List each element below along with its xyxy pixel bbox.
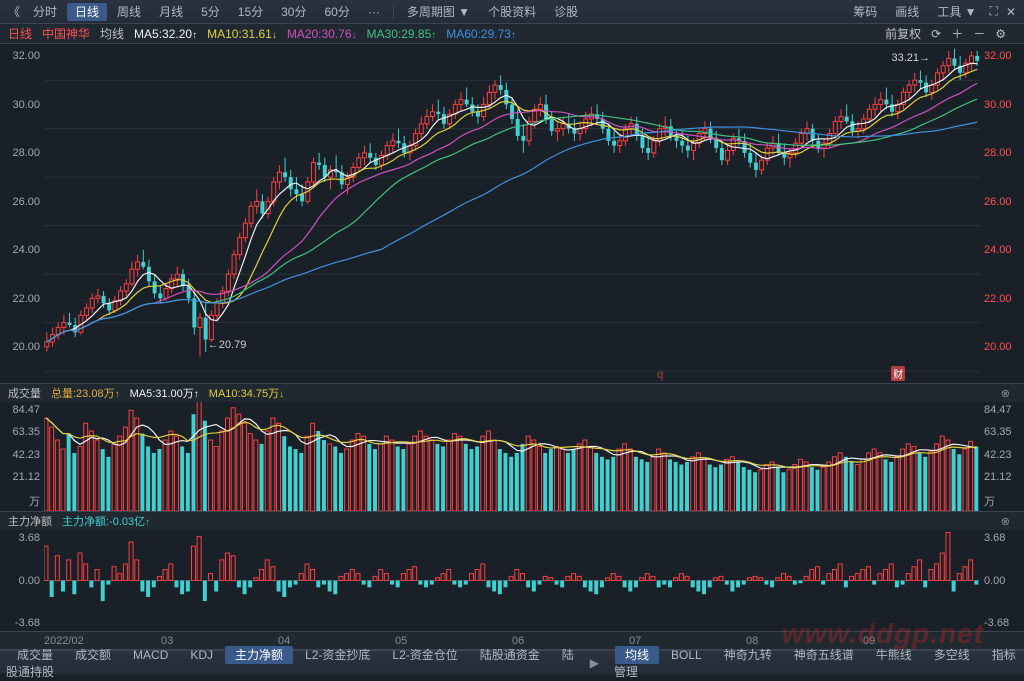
- overlay-tab-BOLL[interactable]: BOLL: [661, 646, 712, 664]
- fullscreen-icon[interactable]: ⛶: [986, 2, 1002, 21]
- cap-axis-right: 3.680.00-3.68: [980, 530, 1024, 631]
- toolbar-诊股[interactable]: 诊股: [546, 3, 586, 21]
- close-icon[interactable]: ✕: [1002, 3, 1020, 21]
- volume-panel: 成交量 总量:23.08万 MA5:31.00万 MA10:34.75万 ⊗ 8…: [0, 384, 1024, 512]
- ma20-value: MA20:30.76: [287, 27, 357, 41]
- indicator-tab-MACD[interactable]: MACD: [123, 646, 178, 664]
- cap-value: 主力净额:-0.03亿: [62, 513, 150, 529]
- vol-ma5: MA5:31.00万: [130, 385, 199, 401]
- ma10-value: MA10:31.61: [207, 27, 277, 41]
- y-axis-left: 32.0030.0028.0026.0024.0022.0020.00: [0, 44, 44, 371]
- capital-chart[interactable]: [44, 530, 980, 631]
- indicator-tab-陆股通资金[interactable]: 陆股通资金: [470, 646, 550, 664]
- cap-label: 主力净额: [8, 513, 52, 529]
- toolbar-筹码[interactable]: 筹码: [845, 3, 885, 21]
- top-toolbar: 《 分时日线周线月线5分15分30分60分··· 多周期图 ▼个股资料诊股 筹码…: [0, 0, 1024, 24]
- vol-label: 成交量: [8, 385, 41, 401]
- vol-ma10: MA10:34.75万: [209, 385, 284, 401]
- period-···[interactable]: ···: [360, 3, 388, 21]
- zoom-out-icon[interactable]: －: [973, 25, 985, 42]
- period-5分[interactable]: 5分: [193, 3, 228, 21]
- tabs-scroll-right-icon[interactable]: ▶: [586, 656, 603, 670]
- toolbar-个股资料[interactable]: 个股资料: [480, 3, 544, 21]
- candlestick-chart[interactable]: 33.21→ ←20.79 q 财: [44, 44, 980, 383]
- vol-axis-right: 84.4763.3542.2321.12万: [980, 402, 1024, 511]
- overlay-tab-神奇九转[interactable]: 神奇九转: [714, 646, 782, 664]
- overlay-tab-牛熊线[interactable]: 牛熊线: [866, 646, 922, 664]
- indicator-tabs: 成交量成交额MACDKDJ主力净额L2-资金抄底L2-资金仓位陆股通资金陆股通持…: [0, 650, 1024, 674]
- overlay-tab-均线[interactable]: 均线: [615, 646, 659, 664]
- capital-panel: 主力净额 主力净额:-0.03亿 ⊗ 3.680.00-3.68 3.680.0…: [0, 512, 1024, 632]
- toolbar-工具 ▼[interactable]: 工具 ▼: [929, 3, 984, 21]
- indicator-tab-成交量[interactable]: 成交量: [7, 646, 63, 664]
- vol-axis-left: 84.4763.3542.2321.12万: [0, 402, 44, 511]
- ma60-value: MA60:29.73: [446, 27, 516, 41]
- q-marker: q: [657, 369, 663, 381]
- toolbar-画线[interactable]: 画线: [887, 3, 927, 21]
- capital-info-bar: 主力净额 主力净额:-0.03亿 ⊗: [0, 512, 1024, 530]
- indicator-tab-L2-资金仓位[interactable]: L2-资金仓位: [382, 646, 467, 664]
- indicator-tab-KDJ[interactable]: KDJ: [180, 646, 223, 664]
- cap-close-icon[interactable]: ⊗: [1001, 515, 1010, 528]
- indicator-tab-L2-资金抄底[interactable]: L2-资金抄底: [295, 646, 380, 664]
- vol-total: 总量:23.08万: [51, 385, 120, 401]
- period-周线[interactable]: 周线: [109, 3, 149, 21]
- period-30分[interactable]: 30分: [273, 3, 314, 21]
- adjust-label[interactable]: 前复权: [885, 25, 921, 42]
- period-月线[interactable]: 月线: [151, 3, 191, 21]
- y-axis-right: 32.0030.0028.0026.0024.0022.0020.00: [980, 44, 1024, 371]
- stock-info-bar: 日线 中国神华 均线 MA5:32.20 MA10:31.61 MA20:30.…: [0, 24, 1024, 44]
- last-price-annotation: 33.21→: [891, 52, 930, 64]
- settings-icon[interactable]: ⚙: [995, 27, 1006, 41]
- stock-name: 中国神华: [42, 25, 90, 42]
- toolbar-多周期图 ▼[interactable]: 多周期图 ▼: [399, 3, 478, 21]
- collapse-icon[interactable]: 《: [4, 1, 24, 22]
- period-label: 日线: [8, 25, 32, 42]
- overlay-tab-神奇五线谱[interactable]: 神奇五线谱: [784, 646, 864, 664]
- period-15分[interactable]: 15分: [230, 3, 271, 21]
- vol-close-icon[interactable]: ⊗: [1001, 387, 1010, 400]
- price-chart-panel: 32.0030.0028.0026.0024.0022.0020.00 32.0…: [0, 44, 1024, 384]
- volume-info-bar: 成交量 总量:23.08万 MA5:31.00万 MA10:34.75万 ⊗: [0, 384, 1024, 402]
- cai-marker: 财: [891, 366, 905, 381]
- indicator-tab-成交额[interactable]: 成交额: [65, 646, 121, 664]
- period-日线[interactable]: 日线: [67, 3, 107, 21]
- ma-label: 均线: [100, 25, 124, 42]
- ma30-value: MA30:29.85: [367, 27, 437, 41]
- refresh-icon[interactable]: ⟳: [931, 27, 941, 41]
- ma5-value: MA5:32.20: [134, 27, 197, 41]
- cap-axis-left: 3.680.00-3.68: [0, 530, 44, 631]
- indicator-tab-主力净额[interactable]: 主力净额: [225, 646, 293, 664]
- volume-chart[interactable]: [44, 402, 980, 511]
- period-分时[interactable]: 分时: [25, 3, 65, 21]
- period-60分[interactable]: 60分: [316, 3, 357, 21]
- low-price-annotation: ←20.79: [208, 339, 247, 351]
- overlay-tab-多空线[interactable]: 多空线: [924, 646, 980, 664]
- zoom-in-icon[interactable]: ＋: [951, 25, 963, 42]
